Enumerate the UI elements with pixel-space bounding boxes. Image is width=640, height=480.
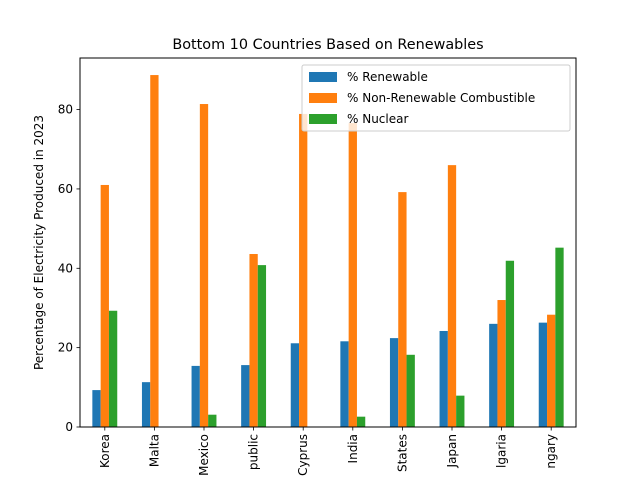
bar	[389, 338, 399, 427]
bars-layer	[92, 75, 564, 427]
bar	[208, 414, 217, 427]
bar	[257, 265, 267, 427]
bar	[249, 254, 258, 427]
x-tick-label: Mexico	[197, 434, 211, 476]
bar	[505, 260, 515, 427]
bar	[547, 314, 556, 427]
legend-swatch	[309, 114, 337, 124]
bar	[290, 343, 300, 427]
bar	[100, 184, 109, 427]
bar	[439, 330, 448, 427]
legend-label: % Non-Renewable Combustible	[347, 91, 535, 105]
bar	[456, 395, 465, 427]
chart-title: Bottom 10 Countries Based on Renewables	[172, 37, 483, 53]
bar	[497, 300, 506, 427]
legend-label: % Nuclear	[347, 112, 408, 126]
x-tick-label: India	[346, 434, 360, 463]
y-axis-label: Percentage of Electricity Produced in 20…	[32, 115, 46, 370]
legend-swatch	[309, 93, 337, 103]
x-axis: Korea Malta Mexico public Cyprus India States J…	[98, 427, 558, 476]
y-axis: 0 20 40 60 80	[58, 103, 80, 434]
bar	[150, 75, 159, 427]
y-tick-label: 60	[58, 182, 73, 196]
bar	[406, 354, 415, 427]
bar	[340, 341, 349, 427]
bar	[241, 365, 250, 427]
x-tick-label: Japan	[445, 434, 459, 468]
y-tick-label: 80	[58, 103, 73, 117]
bar	[348, 123, 357, 427]
bar	[447, 165, 457, 427]
bar	[108, 310, 118, 427]
x-tick-label: Korea	[98, 434, 112, 468]
legend-label: % Renewable	[347, 70, 428, 84]
bar	[141, 382, 151, 427]
x-tick-label: Malta	[147, 434, 161, 467]
plot-frame	[79, 57, 577, 428]
bar	[398, 192, 407, 427]
x-tick-label: ngary	[544, 434, 558, 469]
x-tick-label: lgaria	[495, 434, 509, 468]
x-tick-label: public	[247, 434, 261, 470]
bar	[555, 247, 564, 427]
y-tick-label: 0	[65, 420, 73, 434]
bar	[299, 113, 308, 427]
bar	[538, 322, 548, 427]
legend-swatch	[309, 72, 337, 82]
bar	[199, 104, 209, 427]
y-tick-label: 20	[58, 341, 73, 355]
legend: % Renewable % Non-Renewable Combustible % …	[301, 64, 571, 132]
legend-box	[301, 64, 571, 132]
bar	[489, 323, 498, 427]
bar	[191, 365, 200, 427]
y-tick-label: 40	[58, 261, 73, 275]
x-tick-label: Cyprus	[296, 434, 310, 476]
bar	[92, 390, 101, 427]
bar	[356, 416, 366, 427]
x-tick-label: States	[395, 434, 409, 472]
